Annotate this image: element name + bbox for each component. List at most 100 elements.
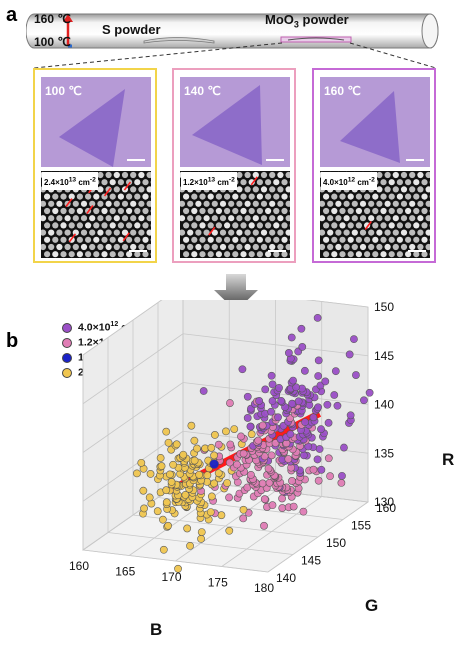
tick-label-b: 165 bbox=[115, 565, 135, 579]
lattice-atom bbox=[44, 222, 51, 229]
data-point bbox=[287, 333, 296, 342]
lattice-atom bbox=[183, 251, 190, 258]
lattice-atom bbox=[380, 236, 387, 243]
lattice-atom bbox=[260, 186, 268, 193]
moo3-powder-label: MoO3 powder bbox=[265, 12, 349, 30]
data-point bbox=[299, 507, 308, 516]
tick-label-b: 175 bbox=[208, 576, 228, 590]
lattice-atom bbox=[359, 215, 367, 222]
lattice-atom bbox=[126, 236, 133, 243]
lattice-atom bbox=[187, 215, 194, 222]
lattice-atom bbox=[89, 229, 96, 236]
lattice-atom bbox=[347, 236, 354, 243]
lattice-atom bbox=[101, 251, 108, 258]
sample-box-100c: 100 ℃ 2.4×1013 cm-2 bbox=[33, 68, 157, 263]
lattice-atom bbox=[101, 207, 108, 215]
lattice-atom bbox=[236, 243, 243, 251]
lattice-atom bbox=[93, 251, 100, 258]
lattice-atom bbox=[219, 215, 227, 222]
lattice-atom bbox=[76, 222, 83, 229]
data-point bbox=[172, 440, 181, 449]
lattice-atom bbox=[130, 186, 137, 193]
scale-bar bbox=[129, 250, 147, 252]
lattice-atom bbox=[269, 171, 276, 179]
sample-temp-label: 160 ℃ bbox=[324, 84, 361, 98]
lattice-atom bbox=[138, 186, 145, 193]
lattice-atom bbox=[228, 200, 235, 207]
lattice-atom bbox=[56, 215, 63, 222]
lattice-atom bbox=[364, 193, 371, 200]
lattice-atom bbox=[400, 243, 408, 251]
lattice-atom bbox=[146, 171, 151, 179]
down-arrow-icon bbox=[214, 274, 258, 311]
lattice-atom bbox=[277, 171, 284, 179]
data-point bbox=[265, 478, 274, 487]
data-point bbox=[166, 470, 174, 479]
panel-b-label: b bbox=[6, 330, 19, 352]
lattice-atom bbox=[199, 251, 206, 258]
lattice-atom bbox=[421, 193, 428, 200]
data-point bbox=[233, 460, 241, 469]
lattice-atom bbox=[359, 200, 367, 207]
data-point bbox=[309, 465, 318, 474]
lattice-atom bbox=[60, 236, 67, 243]
lattice-atom bbox=[376, 186, 383, 193]
lattice-atom bbox=[248, 251, 255, 258]
lattice-atom bbox=[380, 251, 387, 258]
lattice-atom bbox=[256, 251, 263, 258]
lattice-atom bbox=[273, 236, 280, 243]
lattice-atom bbox=[232, 222, 239, 229]
lattice-atom bbox=[117, 179, 124, 186]
lattice-atom bbox=[211, 229, 218, 236]
lattice-atom bbox=[113, 200, 120, 207]
lattice-atom bbox=[195, 215, 202, 222]
lattice-atom bbox=[327, 215, 334, 222]
tick-label-g: 160 bbox=[376, 501, 396, 515]
data-point bbox=[162, 498, 171, 507]
lattice-atom bbox=[105, 200, 112, 207]
lattice-atom bbox=[256, 222, 263, 229]
lattice-atom bbox=[405, 222, 412, 229]
data-point bbox=[331, 367, 340, 376]
lattice-atom bbox=[240, 222, 247, 229]
lattice-atom bbox=[359, 243, 367, 251]
lattice-atom bbox=[277, 200, 284, 207]
data-point bbox=[278, 504, 287, 512]
lattice-atom bbox=[138, 215, 145, 222]
data-point bbox=[193, 444, 201, 453]
lattice-atom bbox=[224, 251, 231, 258]
lattice-atom bbox=[134, 251, 141, 258]
lattice-atom bbox=[126, 207, 133, 215]
data-point bbox=[243, 392, 252, 401]
lattice-atom bbox=[215, 193, 222, 200]
lattice-atom bbox=[320, 243, 326, 251]
data-point bbox=[340, 443, 348, 452]
lattice-atom bbox=[320, 215, 326, 222]
lattice-atom bbox=[388, 222, 395, 229]
lattice-atom bbox=[146, 243, 151, 251]
lattice-atom bbox=[405, 207, 412, 215]
lattice-atom bbox=[203, 200, 210, 207]
lattice-atom bbox=[417, 243, 424, 251]
data-point bbox=[260, 521, 268, 530]
lattice-atom bbox=[425, 200, 430, 207]
lattice-atom bbox=[384, 186, 391, 193]
lattice-atom bbox=[388, 193, 395, 200]
lattice-atom bbox=[105, 243, 112, 251]
lattice-atom bbox=[256, 207, 263, 215]
lattice-atom bbox=[60, 207, 67, 215]
lattice-atom bbox=[224, 222, 231, 229]
lattice-atom bbox=[109, 193, 116, 200]
lattice-atom bbox=[248, 236, 255, 243]
data-point bbox=[314, 403, 322, 412]
defect-marker bbox=[65, 198, 73, 208]
lattice-atom bbox=[376, 229, 383, 236]
lattice-atom bbox=[351, 229, 358, 236]
lattice-atom bbox=[417, 215, 424, 222]
tick-label-r: 145 bbox=[374, 349, 394, 363]
grid-line bbox=[182, 333, 369, 357]
lattice-atom bbox=[97, 186, 104, 193]
data-point bbox=[298, 343, 307, 351]
lattice-atom bbox=[320, 229, 326, 236]
data-point bbox=[226, 399, 234, 407]
